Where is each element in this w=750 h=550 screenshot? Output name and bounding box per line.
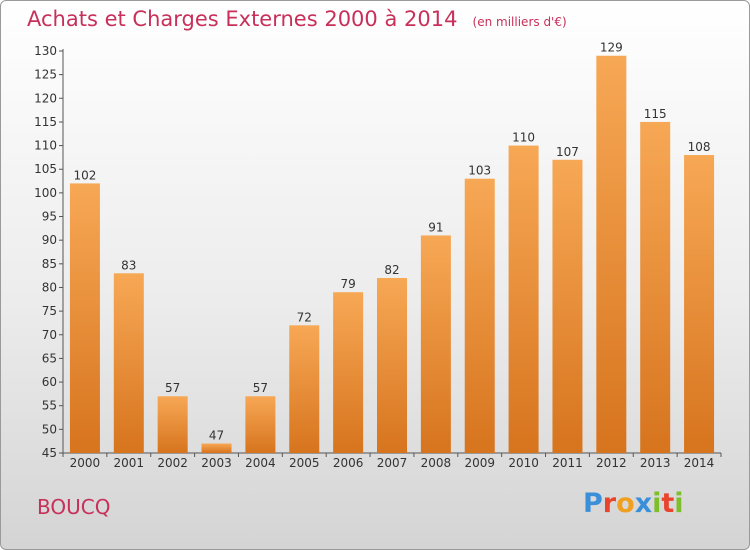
x-tick-label: 2012	[596, 456, 627, 470]
data-label: 102	[73, 168, 96, 182]
data-label: 57	[165, 381, 180, 395]
y-tick-label: 85	[42, 257, 57, 271]
y-tick-label: 90	[42, 233, 57, 247]
x-tick-label: 2005	[289, 456, 320, 470]
x-tick-label: 2000	[70, 456, 101, 470]
commune-name: BOUCQ	[37, 495, 111, 519]
chart-unit: (en milliers d'€)	[472, 15, 567, 29]
y-tick-label: 65	[42, 351, 57, 365]
bar	[508, 145, 539, 453]
bar	[201, 443, 232, 453]
y-tick-label: 100	[34, 186, 57, 200]
x-tick-label: 2003	[201, 456, 232, 470]
bar	[157, 396, 188, 453]
bar	[420, 235, 451, 453]
data-label: 79	[340, 277, 355, 291]
data-label: 115	[644, 107, 667, 121]
bar	[596, 55, 627, 454]
y-tick-label: 130	[34, 44, 57, 58]
x-tick-label: 2004	[245, 456, 276, 470]
bar	[245, 396, 276, 453]
value-labels: 102 83 57 47 57 72 79 82 91 103 110 107 129 115 108	[73, 41, 710, 443]
y-tick-label: 50	[42, 422, 57, 436]
data-label: 110	[512, 131, 535, 145]
data-label: 72	[297, 310, 312, 324]
x-tick-label: 2013	[640, 456, 671, 470]
x-tick-label: 2010	[508, 456, 539, 470]
y-tick-label: 110	[34, 139, 57, 153]
y-tick-label: 105	[34, 162, 57, 176]
chart-title-text: Achats et Charges Externes 2000 à 2014	[27, 7, 458, 31]
data-label: 107	[556, 145, 579, 159]
x-tick-label: 2001	[114, 456, 145, 470]
bars	[69, 55, 715, 454]
data-label: 91	[428, 220, 443, 234]
logo-letter: i	[652, 488, 662, 519]
x-tick-label: 2008	[421, 456, 452, 470]
data-label: 82	[384, 263, 399, 277]
x-tick-label: 2009	[464, 456, 495, 470]
data-label: 108	[688, 140, 711, 154]
y-tick-label: 75	[42, 304, 57, 318]
x-tick-label: 2014	[684, 456, 715, 470]
y-tick-label: 60	[42, 375, 57, 389]
bar	[377, 278, 407, 453]
bar	[289, 325, 320, 453]
y-tick-label: 125	[34, 68, 57, 82]
bar	[464, 178, 495, 453]
data-label: 103	[468, 164, 491, 178]
logo-letter: P	[583, 488, 603, 519]
y-tick-label: 55	[42, 399, 57, 413]
x-tick-label: 2006	[333, 456, 364, 470]
y-tick-label: 70	[42, 328, 57, 342]
proxiti-logo: Proxiti	[583, 488, 684, 519]
data-label: 83	[121, 258, 136, 272]
y-tick-label: 115	[34, 115, 57, 129]
logo-letter: x	[634, 488, 653, 519]
logo-letter: i	[674, 488, 684, 519]
bar	[684, 155, 715, 453]
data-label: 57	[253, 381, 268, 395]
y-tick-label: 95	[42, 210, 57, 224]
bar	[640, 121, 671, 454]
bar	[113, 273, 144, 453]
x-tick-label: 2011	[552, 456, 583, 470]
y-tick-label: 80	[42, 280, 57, 294]
bar	[69, 183, 100, 453]
y-tick-label: 45	[42, 446, 57, 460]
data-label: 129	[600, 41, 623, 55]
axes: 45 50 55 60 65 70 75 80 85 90 95 100 105 110 115 120 125…	[34, 44, 722, 470]
x-tick-label: 2007	[377, 456, 408, 470]
chart-title: Achats et Charges Externes 2000 à 2014 (…	[27, 7, 567, 31]
y-tick-label: 120	[34, 91, 57, 105]
bar	[333, 292, 364, 453]
x-tick-label: 2002	[157, 456, 188, 470]
logo-letter: t	[661, 488, 675, 519]
data-label: 47	[209, 429, 224, 443]
logo-letter: o	[616, 488, 635, 519]
logo-letter: r	[602, 488, 617, 519]
bar	[552, 159, 583, 453]
